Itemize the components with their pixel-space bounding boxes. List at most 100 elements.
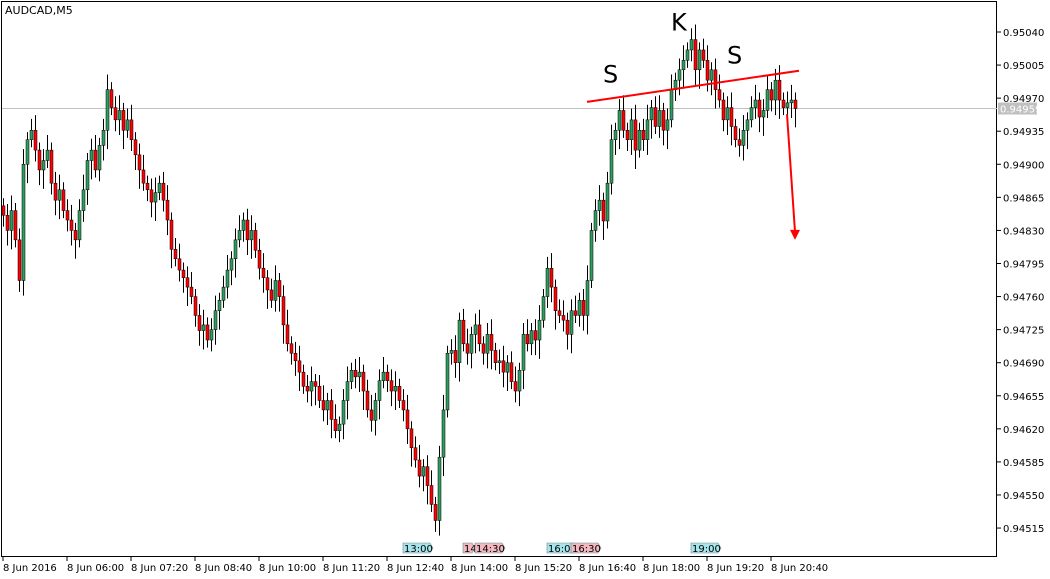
bull-candle [209, 329, 214, 341]
event-label: 14:30 [476, 544, 505, 555]
bear-candle [69, 219, 74, 231]
bear-candle [121, 110, 126, 131]
bear-candle [285, 324, 290, 345]
bear-candle [433, 504, 438, 521]
y-tick-label: 0.94935 [1003, 127, 1044, 138]
bear-candle [561, 315, 566, 321]
bear-candle [549, 267, 554, 288]
down-arrow-line [786, 114, 796, 232]
bull-candle [749, 107, 754, 121]
bear-candle [33, 130, 38, 151]
bear-candle [701, 49, 706, 61]
bull-candle [645, 119, 650, 140]
bull-candle [589, 230, 594, 281]
bear-candle [265, 277, 270, 291]
bear-candle [489, 334, 494, 351]
event-label: 19:00 [692, 544, 721, 555]
bull-candle [577, 300, 582, 316]
bear-candle [621, 110, 626, 131]
bear-candle [293, 353, 298, 362]
bull-candle [745, 119, 750, 131]
y-tick-label: 0.95005 [1003, 61, 1044, 72]
bear-candle [493, 350, 498, 363]
bull-candle [157, 182, 162, 193]
pattern-label: S [727, 42, 742, 70]
bull-candle [349, 370, 354, 382]
bear-candle [565, 319, 570, 335]
bull-candle [497, 360, 502, 363]
bull-candle [569, 310, 574, 335]
bull-candle [445, 353, 450, 411]
event-label: 16:00 [548, 544, 577, 555]
bear-candle [205, 324, 210, 341]
y-tick-label: 0.94620 [1003, 425, 1044, 436]
bear-candle [661, 110, 666, 131]
pattern-label: K [671, 9, 688, 37]
y-tick-label: 0.94830 [1003, 226, 1044, 237]
bear-candle [781, 99, 786, 108]
bear-candle [417, 459, 422, 477]
bull-candle [545, 267, 550, 297]
y-axis: 0.95040 0.95005 0.94970 0.94935 0.94900 0.948… [997, 28, 1044, 535]
bear-candle [769, 89, 774, 101]
bear-candle [641, 130, 646, 140]
bull-candle [677, 69, 682, 81]
bull-candle [689, 39, 694, 51]
bear-candle [193, 296, 198, 316]
bear-candle [253, 230, 258, 251]
event-marker [402, 542, 434, 554]
bear-candle [17, 239, 22, 281]
bear-candle [297, 360, 302, 373]
bull-candle [273, 280, 278, 301]
bear-candle [145, 182, 150, 191]
bear-candle [513, 381, 518, 392]
bull-candle [225, 269, 230, 288]
bull-candle [761, 110, 766, 118]
bear-candle [289, 343, 294, 354]
y-tick-label: 0.94795 [1003, 259, 1044, 270]
bull-candle [421, 466, 426, 477]
bear-candle [365, 390, 370, 411]
bull-candle [97, 145, 102, 171]
pattern-label: S [603, 61, 618, 89]
bear-candle [737, 139, 742, 146]
bear-candle [581, 300, 586, 316]
bull-candle [217, 300, 222, 311]
bear-candle [113, 107, 118, 121]
x-tick-label: 8 Jun 15:20 [515, 563, 572, 574]
y-tick-label: 0.94900 [1003, 160, 1044, 171]
bear-candle [261, 267, 266, 278]
bear-candle [385, 371, 390, 381]
bull-candle [377, 380, 382, 401]
bull-candle [765, 89, 770, 111]
bull-candle [9, 210, 14, 231]
bull-candle [469, 334, 474, 354]
bear-candle [777, 79, 782, 101]
bear-candle [313, 381, 318, 387]
bull-candle [657, 110, 662, 127]
x-tick-label: 8 Jun 06:00 [67, 563, 124, 574]
bull-candle [57, 189, 62, 201]
bear-candle [401, 400, 406, 411]
bear-candle [317, 386, 322, 401]
bull-candle [201, 324, 206, 331]
bull-candle [233, 239, 238, 260]
x-tick-label: 8 Jun 20:40 [771, 563, 828, 574]
bull-candle [441, 409, 446, 458]
bull-candle [669, 89, 674, 121]
bear-candle [93, 149, 98, 171]
event-label: 13:00 [404, 544, 433, 555]
bear-candle [501, 360, 506, 373]
bull-candle [249, 230, 254, 241]
bull-candle [649, 107, 654, 121]
bear-candle [361, 371, 366, 392]
bull-candle [505, 362, 510, 373]
bull-candle [105, 89, 110, 131]
current-price-label: 0.94959 [998, 102, 1041, 116]
bull-candle [393, 386, 398, 392]
bear-candle [405, 409, 410, 430]
bear-candle [129, 119, 134, 140]
bear-candle [461, 319, 466, 345]
bear-candle [353, 370, 358, 378]
